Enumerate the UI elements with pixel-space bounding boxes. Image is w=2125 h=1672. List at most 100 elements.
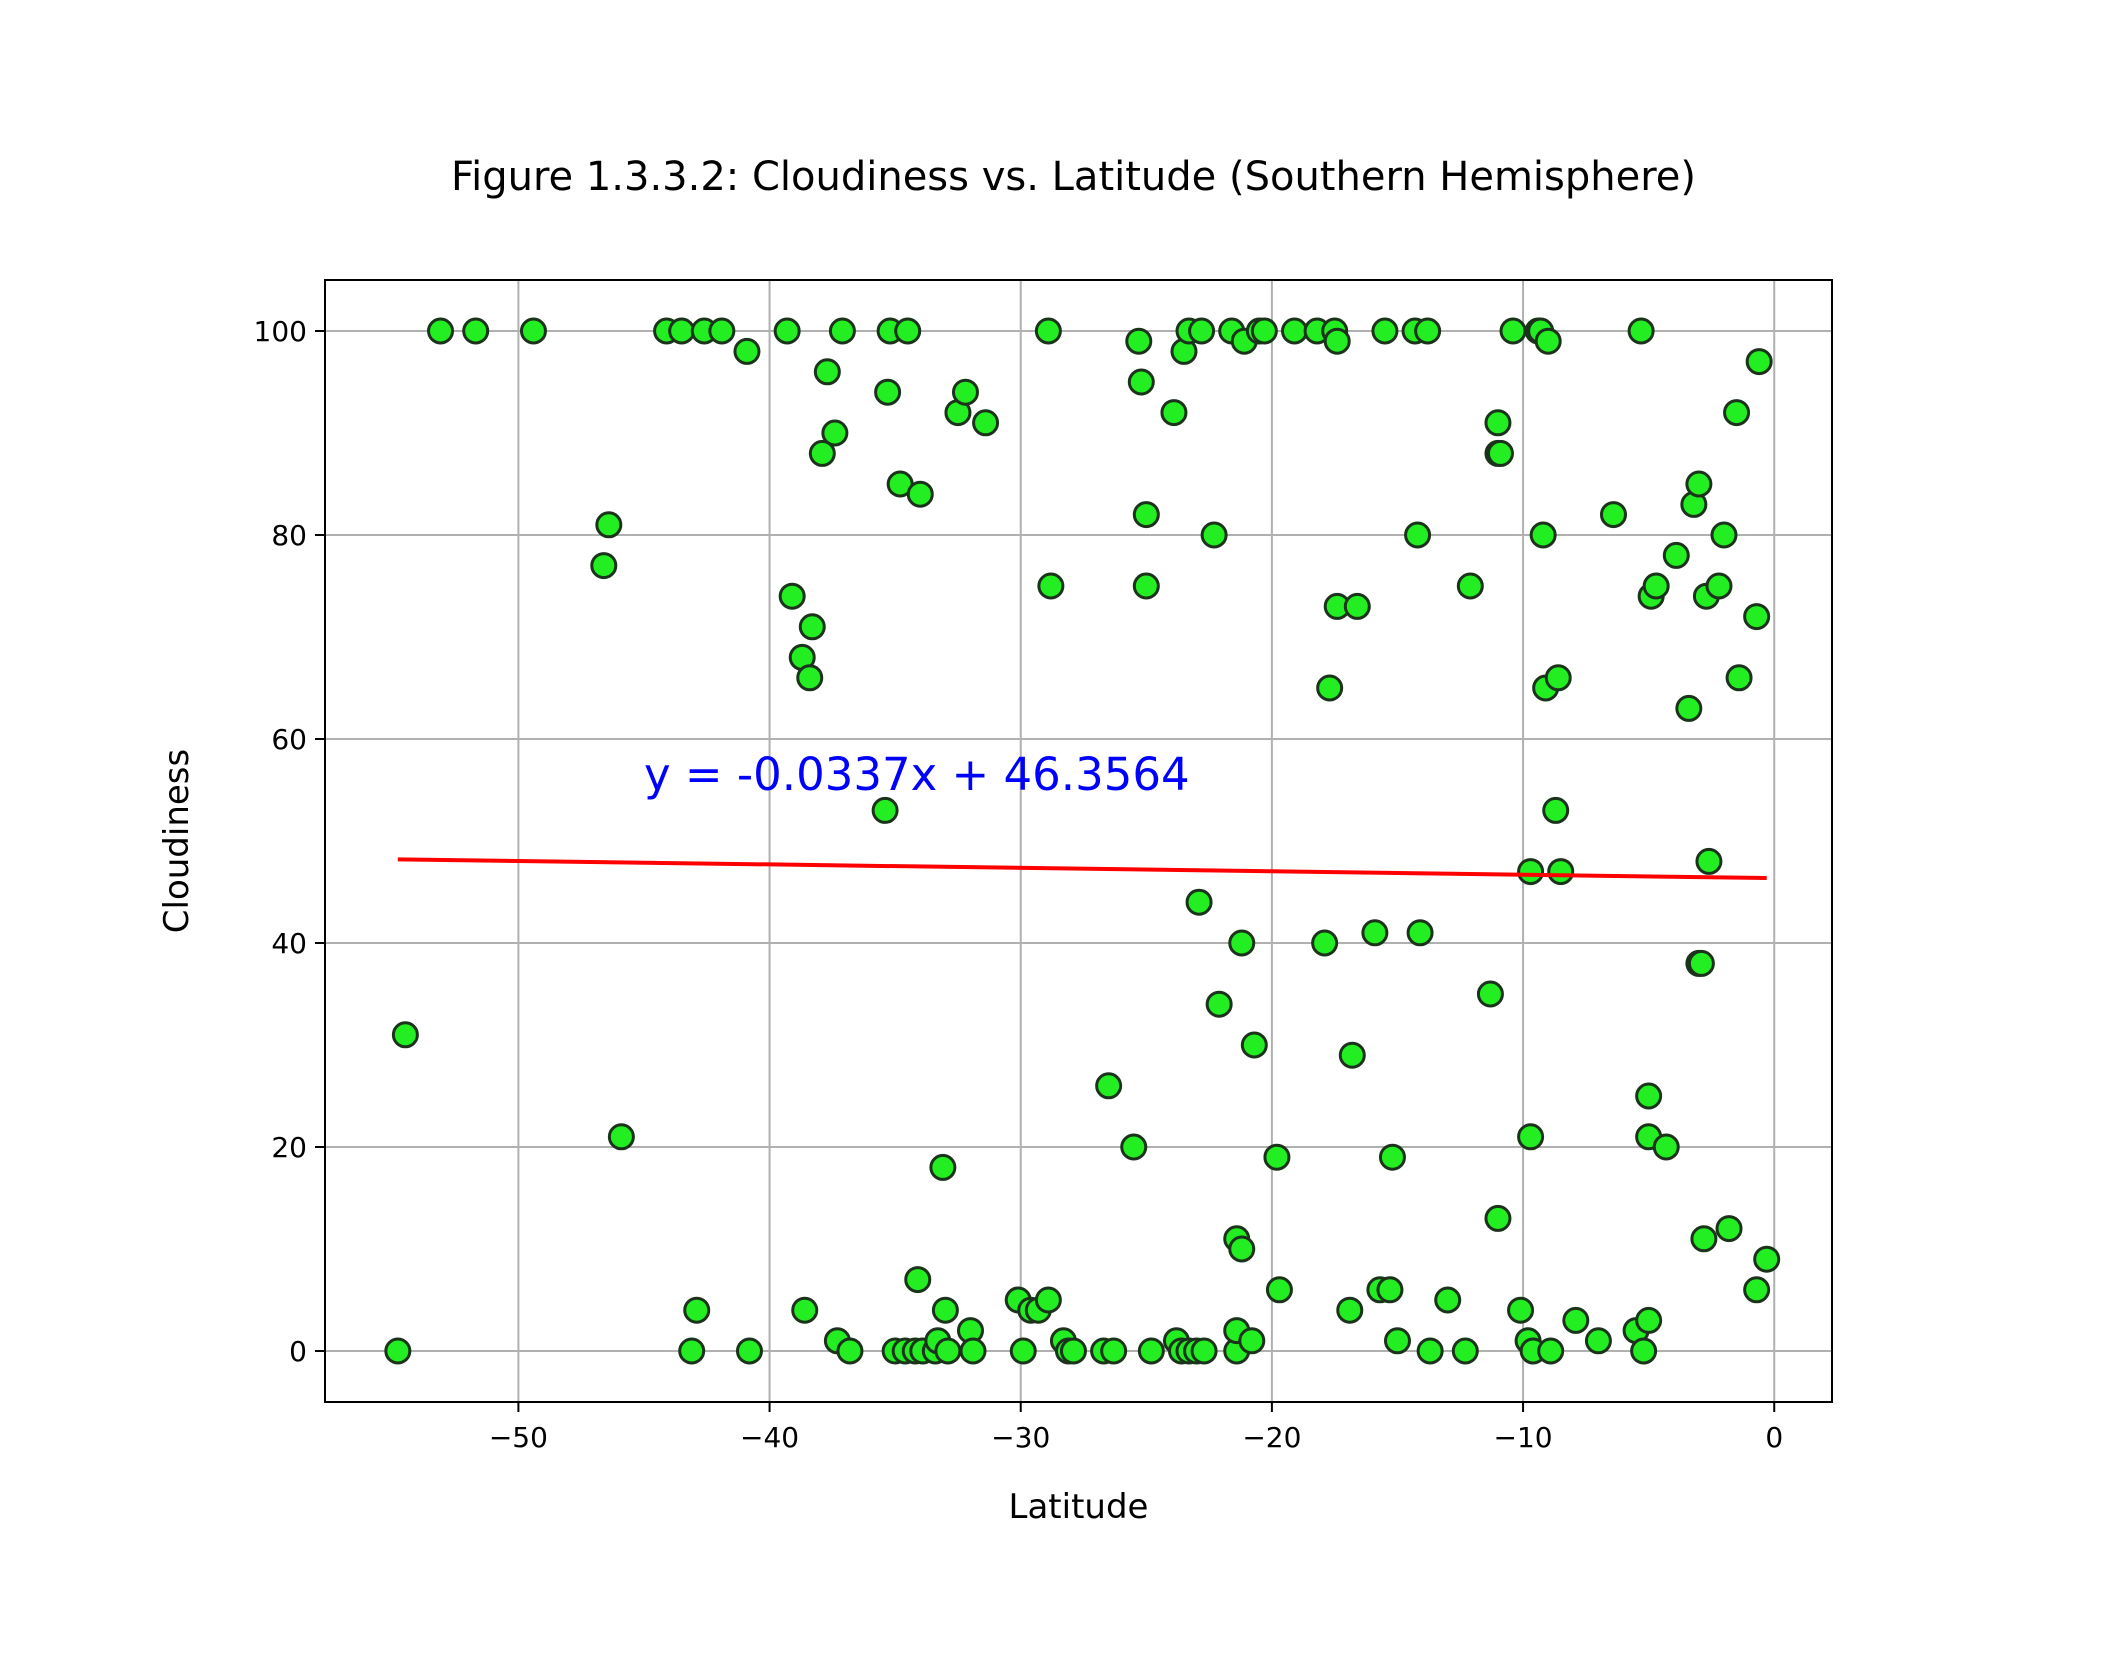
data-point (1434, 1286, 1462, 1314)
data-point (1095, 1072, 1123, 1100)
data-point (1456, 572, 1484, 600)
data-points (384, 317, 1781, 1365)
data-point (1627, 317, 1655, 345)
data-point (735, 1337, 763, 1365)
data-point (906, 480, 934, 508)
x-tick-label: −40 (740, 1421, 799, 1454)
data-point (1710, 521, 1738, 549)
data-point (1753, 1245, 1781, 1273)
data-point (1635, 1306, 1663, 1334)
chart-title: Figure 1.3.3.2: Cloudiness vs. Latitude … (451, 154, 1696, 200)
data-point (595, 511, 623, 539)
y-tick-label: 20 (271, 1131, 307, 1164)
data-point (1745, 348, 1773, 376)
data-point (1190, 1337, 1218, 1365)
data-point (1238, 1327, 1266, 1355)
data-point (1687, 949, 1715, 977)
data-point (773, 317, 801, 345)
data-point (951, 378, 979, 406)
data-point (1544, 664, 1572, 692)
data-point (821, 419, 849, 447)
data-point (1100, 1337, 1128, 1365)
x-tick-label: −10 (1494, 1421, 1553, 1454)
grid-lines (325, 280, 1832, 1402)
data-point (1037, 572, 1065, 600)
data-point (1200, 521, 1228, 549)
data-point (791, 1296, 819, 1324)
data-point (1690, 1225, 1718, 1253)
data-point (1406, 919, 1434, 947)
data-point (1228, 1235, 1256, 1263)
data-point (1414, 317, 1442, 345)
data-point (1547, 858, 1575, 886)
data-point (1185, 888, 1213, 916)
data-point (1484, 409, 1512, 437)
plot-frame (324, 279, 1833, 1403)
data-point (1383, 1327, 1411, 1355)
data-point (590, 552, 618, 580)
data-point (1416, 1337, 1444, 1365)
data-point (1009, 1337, 1037, 1365)
data-point (796, 664, 824, 692)
data-point (874, 378, 902, 406)
data-point (1263, 1143, 1291, 1171)
data-point (1507, 1296, 1535, 1324)
data-point (733, 337, 761, 365)
data-point (1265, 1276, 1293, 1304)
data-point (1695, 847, 1723, 875)
data-point (1705, 572, 1733, 600)
data-point (1336, 1296, 1364, 1324)
data-point (1338, 1041, 1366, 1069)
data-point (1371, 317, 1399, 345)
data-point (778, 582, 806, 610)
data-point (1132, 572, 1160, 600)
data-point (1652, 1133, 1680, 1161)
data-point (894, 317, 922, 345)
data-point (1725, 664, 1753, 692)
data-point (808, 439, 836, 467)
x-axis-label: Latitude (1009, 1487, 1149, 1527)
data-point (931, 1296, 959, 1324)
data-point (678, 1337, 706, 1365)
data-point (1599, 501, 1627, 529)
data-point (1034, 317, 1062, 345)
data-point (1343, 592, 1371, 620)
data-point (427, 317, 455, 345)
data-point (1361, 919, 1389, 947)
y-tick-label: 0 (289, 1335, 307, 1368)
data-point (1635, 1082, 1663, 1110)
data-point (929, 1153, 957, 1181)
y-tick-label: 40 (271, 927, 307, 960)
data-point (1451, 1337, 1479, 1365)
data-point (904, 1266, 932, 1294)
data-point (1228, 929, 1256, 957)
data-point (1499, 317, 1527, 345)
data-point (1486, 439, 1514, 467)
data-point (683, 1296, 711, 1324)
data-point (1323, 327, 1351, 355)
regression-equation: y = -0.0337x + 46.3564 (644, 748, 1190, 801)
data-point (1404, 521, 1432, 549)
data-point (972, 409, 1000, 437)
data-point (1125, 327, 1153, 355)
regression-layer (397, 857, 1767, 881)
data-point (1281, 317, 1309, 345)
data-point (1250, 317, 1278, 345)
data-point (1378, 1143, 1406, 1171)
y-tick-label: 60 (271, 723, 307, 756)
data-point (1311, 929, 1339, 957)
data-point (1127, 368, 1155, 396)
data-point (519, 317, 547, 345)
data-point (1630, 1337, 1658, 1365)
data-point (1584, 1327, 1612, 1355)
data-point (1534, 327, 1562, 355)
data-point (607, 1123, 635, 1151)
data-point (871, 796, 899, 824)
x-tick-label: 0 (1765, 1421, 1783, 1454)
data-point (959, 1337, 987, 1365)
data-point (1743, 603, 1771, 631)
data-point (1685, 470, 1713, 498)
data-point (1205, 990, 1233, 1018)
data-point (1034, 1286, 1062, 1314)
data-point (1316, 674, 1344, 702)
